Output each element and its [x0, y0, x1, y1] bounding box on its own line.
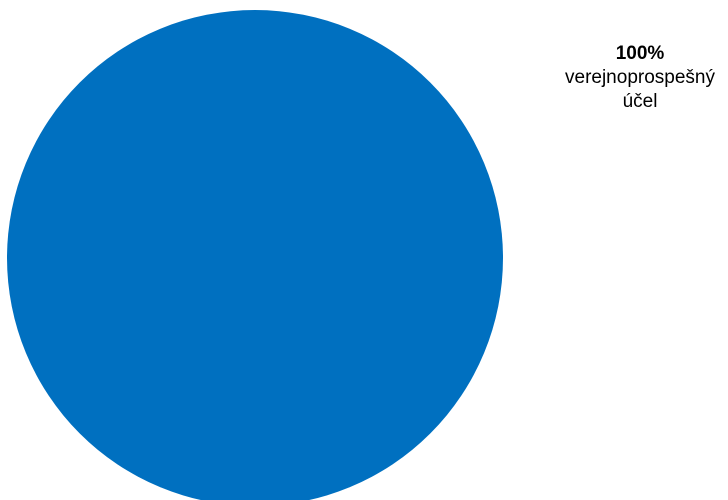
pie-slice-0 — [7, 10, 503, 500]
data-label-percent: 100% — [615, 43, 665, 64]
data-label-category: verejnoprospešný účel — [565, 67, 715, 112]
data-label-verejnoprospesny: 100% verejnoprospešný účel — [560, 42, 720, 114]
